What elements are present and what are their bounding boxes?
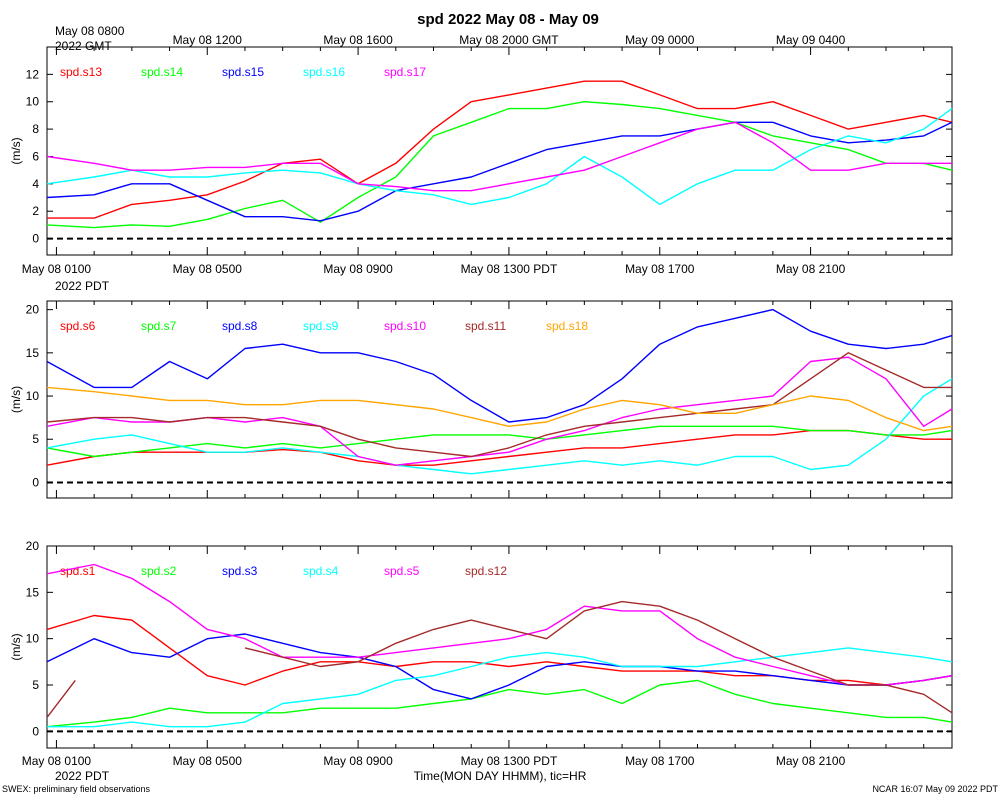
pdt-tick-label: May 08 0500 [173,262,243,276]
series-line-spd-s14 [46,101,953,229]
y-tick-label: 20 [26,539,40,553]
y-axis-label: (m/s) [9,386,23,413]
legend-spd-s16: spd.s16 [303,65,345,79]
legend-spd-s15: spd.s15 [222,65,264,79]
series-line-spd-s3 [46,633,953,700]
legend-spd-s7: spd.s7 [141,319,177,333]
y-tick-label: 10 [26,632,40,646]
y-tick-label: 6 [32,149,39,163]
y-tick-label: 20 [26,303,40,317]
series-line-spd-s12 [46,600,953,718]
y-tick-label: 10 [26,95,40,109]
legend-spd-s4: spd.s4 [303,564,339,578]
legend-spd-s18: spd.s18 [546,319,588,333]
series-line-spd-s4 [47,647,953,728]
series-line-spd-s9 [46,378,953,475]
pdt-tick-label: May 08 0500 [173,754,243,768]
series-line-spd-s2 [46,679,953,728]
y-axis-label: (m/s) [9,137,23,164]
gmt-tick-label: May 09 0000 [625,33,695,47]
series-line-spd-s6 [46,429,952,466]
legend-spd-s5: spd.s5 [384,564,420,578]
legend-spd-s10: spd.s10 [384,319,426,333]
series-line-spd-s8 [46,308,953,423]
legend-spd-s14: spd.s14 [141,65,183,79]
y-tick-label: 12 [26,67,40,81]
series-line-spd-s10 [46,356,953,466]
gmt-tick-label: May 08 1600 [323,33,393,47]
series-line-spd-s18 [46,386,953,432]
gmt-year-label: 2022 GMT [55,39,112,53]
legend-spd-s3: spd.s3 [222,564,258,578]
y-axis-label: (m/s) [9,633,23,660]
legend-spd-s1: spd.s1 [60,564,96,578]
y-tick-label: 8 [32,122,39,136]
legend-spd-s8: spd.s8 [222,319,258,333]
pdt-tick-label: May 08 0100 [22,754,92,768]
figure-title: spd 2022 May 08 - May 09 [417,11,599,28]
legend-spd-s12: spd.s12 [465,564,507,578]
legend-spd-s2: spd.s2 [141,564,177,578]
panel-middle: 0 5 10 15 20 (m/s) spd.s6 spd.s7 spd.s8 spd.s9 spd… [9,300,953,499]
series-line-spd-s5 [46,563,953,686]
legend-spd-s17: spd.s17 [384,65,426,79]
plot-frame [46,46,953,256]
footer-left: SWEX: preliminary field observations [2,784,151,794]
pdt-tick-label: May 08 1300 PDT [461,754,558,768]
y-tick-label: 5 [32,432,39,446]
pdt-tick-label: May 08 1300 PDT [461,262,558,276]
pdt-tick-label: May 08 2100 [776,754,846,768]
pdt-tick-label: May 08 0900 [323,754,393,768]
pdt-tick-label: May 08 1700 [625,754,695,768]
panel-top: 0 2 4 6 8 10 12 (m/s) spd.s13 spd.s14 spd.s15 spd.s… [9,46,953,276]
pdt-tick-label: May 08 1700 [625,262,695,276]
pdt-year-label-bottom: 2022 PDT [55,769,110,783]
y-tick-label: 15 [26,585,40,599]
pdt-year-label-top: 2022 PDT [55,279,110,293]
x-axis-title: Time(MON DAY HHMM), tic=HR [414,769,587,783]
panel-bottom: 0 5 10 15 20 (m/s) spd.s1 spd.s2 spd.s3 spd.s4 spd… [9,539,953,768]
y-tick-label: 5 [32,678,39,692]
gmt-tick-label: May 08 0800 [55,24,125,38]
y-tick-label: 4 [32,177,39,191]
legend-spd-s13: spd.s13 [60,65,102,79]
pdt-tick-label: May 08 2100 [776,262,846,276]
y-tick-label: 10 [26,389,40,403]
footer-right: NCAR 16:07 May 09 2022 PDT [872,784,998,794]
y-tick-label: 0 [32,724,39,738]
gmt-tick-label: May 08 1200 [173,33,243,47]
series-line-spd-s17 [46,121,952,192]
pdt-tick-label: May 08 0100 [22,262,92,276]
series-line-spd-s13 [47,80,953,219]
legend-spd-s6: spd.s6 [60,319,96,333]
series-line-spd-s7 [46,425,953,458]
series-line-spd-s16 [46,108,953,206]
y-tick-label: 15 [26,346,40,360]
plot-frame [46,545,953,749]
series-line-spd-s11 [46,352,952,458]
series-line-spd-s15 [46,121,953,222]
gmt-tick-label: May 08 2000 GMT [459,33,559,47]
y-tick-label: 0 [32,475,39,489]
plot-frame [46,300,953,499]
legend-spd-s11: spd.s11 [465,319,506,333]
pdt-tick-label: May 08 0900 [323,262,393,276]
legend-spd-s9: spd.s9 [303,319,339,333]
gmt-tick-label: May 09 0400 [776,33,846,47]
y-tick-label: 0 [32,232,39,246]
y-tick-label: 2 [32,204,39,218]
gmt-axis-labels: May 08 0800 May 08 1200 May 08 1600 May 08 … [55,24,846,47]
